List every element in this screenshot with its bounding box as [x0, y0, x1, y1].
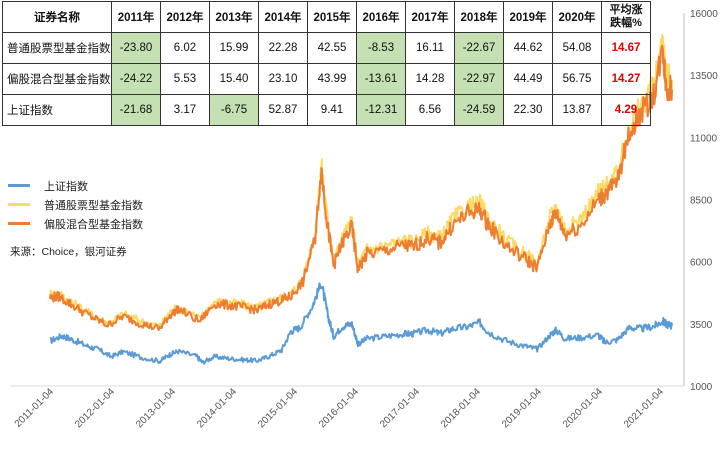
x-tick-label: 2017-01-04 [378, 386, 422, 430]
x-tick-label: 2016-01-04 [317, 386, 361, 430]
header-average: 平均涨 跌幅% [601, 1, 651, 33]
y-tick-label: 13500 [690, 71, 718, 82]
table-row: 普通股票型基金指数 -23.80 6.02 15.99 22.28 42.55 -8.53 1… [2, 32, 651, 64]
legend-item: 偏股混合型基金指数 [8, 214, 143, 233]
table-cell: 13.87 [552, 94, 602, 126]
table-cell: -12.31 [356, 94, 406, 126]
x-tick-label: 2015-01-04 [256, 386, 300, 430]
table-cell: 44.49 [503, 63, 553, 95]
legend-item: 上证指数 [8, 176, 143, 195]
table-cell: 44.62 [503, 32, 553, 64]
table-cell: 9.41 [307, 94, 357, 126]
y-tick-label: 16000 [690, 9, 718, 20]
legend-swatch [8, 222, 30, 225]
header-year: 2015年 [307, 1, 357, 33]
x-tick-label: 2012-01-04 [73, 386, 117, 430]
y-tick-label: 6000 [690, 258, 713, 269]
table-row: 上证指数 -21.68 3.17 -6.75 52.87 9.41 -12.31 6.56 -2… [2, 94, 651, 126]
y-tick-label: 11000 [690, 133, 718, 144]
average-cell: 4.29 [601, 94, 651, 126]
table-cell: 16.11 [405, 32, 455, 64]
table-cell: 5.53 [160, 63, 210, 95]
header-year: 2020年 [552, 1, 602, 33]
x-tick-label: 2020-01-04 [561, 386, 605, 430]
table-cell: -21.68 [111, 94, 161, 126]
table-row: 偏股混合型基金指数 -24.22 5.53 15.40 23.10 43.99 -13.61… [2, 63, 651, 95]
chart-legend: 上证指数普通股票型基金指数 偏股混合型基金指数 [8, 176, 143, 233]
table-cell: 3.17 [160, 94, 210, 126]
table-cell: -22.67 [454, 32, 504, 64]
average-cell: 14.67 [601, 32, 651, 64]
table-cell: 42.55 [307, 32, 357, 64]
returns-table: 证券名称 2011年 2012年 2013年 2014年 2015年 2016年 2017年 2… [2, 1, 651, 126]
table-cell: 6.56 [405, 94, 455, 126]
table-header-row: 证券名称 2011年 2012年 2013年 2014年 2015年 2016年 2017年 2… [2, 1, 651, 33]
table-cell: 15.99 [209, 32, 259, 64]
header-year: 2019年 [503, 1, 553, 33]
legend-label: 上证指数 [44, 180, 88, 193]
header-year: 2018年 [454, 1, 504, 33]
table-cell: 52.87 [258, 94, 308, 126]
series-line [49, 44, 673, 332]
y-tick-label: 1000 [690, 382, 713, 393]
series-line [49, 282, 673, 365]
legend-label: 偏股混合型基金指数 [44, 218, 143, 231]
table-cell: -22.97 [454, 63, 504, 95]
x-tick-label: 2011-01-04 [13, 386, 57, 430]
header-year: 2011年 [111, 1, 161, 33]
header-name: 证券名称 [2, 1, 112, 33]
legend-label: 普通股票型基金指数 [44, 199, 143, 212]
y-tick-label: 3500 [690, 320, 713, 331]
table-cell: -6.75 [209, 94, 259, 126]
header-year: 2014年 [258, 1, 308, 33]
legend-swatch [8, 203, 30, 206]
table-cell: 15.40 [209, 63, 259, 95]
table-cell: -13.61 [356, 63, 406, 95]
legend-item: 普通股票型基金指数 [8, 195, 143, 214]
table-cell: 22.30 [503, 94, 553, 126]
average-cell: 14.27 [601, 63, 651, 95]
x-tick-label: 2014-01-04 [195, 386, 239, 430]
legend-swatch [8, 184, 30, 187]
table-cell: 56.75 [552, 63, 602, 95]
table-cell: -24.22 [111, 63, 161, 95]
x-tick-label: 2021-01-04 [622, 386, 666, 430]
row-name: 上证指数 [2, 94, 112, 126]
source-note: 来源：Choice，银河证券 [10, 246, 127, 258]
table-cell: -8.53 [356, 32, 406, 64]
x-tick-label: 2013-01-04 [134, 386, 178, 430]
header-year: 2016年 [356, 1, 406, 33]
x-tick-label: 2019-01-04 [500, 386, 544, 430]
table-cell: 54.08 [552, 32, 602, 64]
header-year: 2017年 [405, 1, 455, 33]
header-year: 2012年 [160, 1, 210, 33]
y-tick-label: 8500 [690, 196, 713, 207]
table-cell: 6.02 [160, 32, 210, 64]
table-cell: -23.80 [111, 32, 161, 64]
table-cell: -24.59 [454, 94, 504, 126]
table-cell: 22.28 [258, 32, 308, 64]
table-cell: 14.28 [405, 63, 455, 95]
x-tick-label: 2018-01-04 [439, 386, 483, 430]
header-year: 2013年 [209, 1, 259, 33]
row-name: 普通股票型基金指数 [2, 32, 112, 64]
row-name: 偏股混合型基金指数 [2, 63, 112, 95]
table-cell: 23.10 [258, 63, 308, 95]
table-cell: 43.99 [307, 63, 357, 95]
